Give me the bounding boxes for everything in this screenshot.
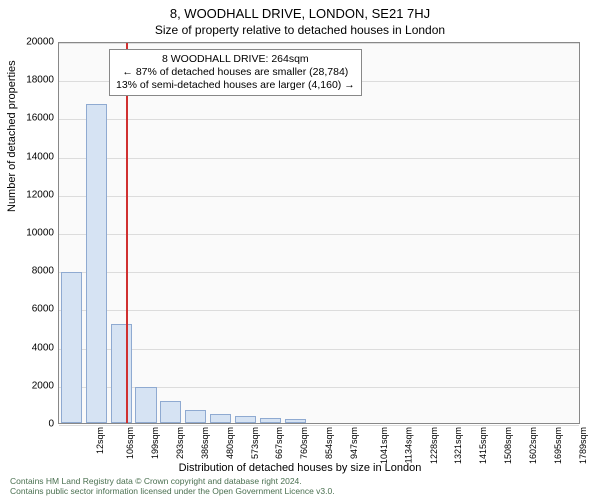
x-tick-label: 1415sqm: [478, 427, 488, 464]
gridline: [59, 425, 579, 426]
histogram-bar: [235, 416, 256, 423]
y-tick-label: 18000: [4, 75, 54, 86]
x-tick-label: 1602sqm: [528, 427, 538, 464]
histogram-bar: [135, 387, 156, 423]
x-tick-label: 1321sqm: [453, 427, 463, 464]
reference-line: [126, 43, 128, 423]
y-tick-label: 4000: [4, 342, 54, 353]
histogram-chart: 8, WOODHALL DRIVE, LONDON, SE21 7HJ Size…: [0, 0, 600, 500]
x-tick-label: 386sqm: [200, 427, 210, 459]
footer-line-2: Contains public sector information licen…: [10, 486, 335, 496]
annotation-line-1: 8 WOODHALL DRIVE: 264sqm: [116, 53, 355, 66]
y-tick-label: 16000: [4, 113, 54, 124]
x-axis-label: Distribution of detached houses by size …: [0, 462, 600, 474]
x-tick-label: 854sqm: [324, 427, 334, 459]
gridline: [59, 196, 579, 197]
x-tick-label: 12sqm: [95, 427, 105, 454]
histogram-bar: [111, 324, 132, 423]
chart-title: 8, WOODHALL DRIVE, LONDON, SE21 7HJ: [0, 0, 600, 21]
annotation-line-3: 13% of semi-detached houses are larger (…: [116, 79, 355, 92]
x-tick-label: 947sqm: [349, 427, 359, 459]
y-tick-label: 20000: [4, 37, 54, 48]
histogram-bar: [260, 418, 281, 423]
histogram-bar: [210, 414, 231, 423]
x-tick-label: 199sqm: [150, 427, 160, 459]
gridline: [59, 234, 579, 235]
footer-line-1: Contains HM Land Registry data © Crown c…: [10, 476, 335, 486]
chart-subtitle: Size of property relative to detached ho…: [0, 21, 600, 41]
gridline: [59, 119, 579, 120]
footer-attribution: Contains HM Land Registry data © Crown c…: [10, 476, 335, 496]
x-tick-label: 1508sqm: [503, 427, 513, 464]
histogram-bar: [185, 410, 206, 423]
histogram-bar: [160, 401, 181, 423]
histogram-bar: [285, 419, 306, 423]
x-tick-label: 1228sqm: [429, 427, 439, 464]
annotation-box: 8 WOODHALL DRIVE: 264sqm ← 87% of detach…: [109, 49, 362, 96]
y-tick-label: 14000: [4, 151, 54, 162]
x-tick-label: 573sqm: [250, 427, 260, 459]
y-tick-label: 12000: [4, 189, 54, 200]
histogram-bar: [61, 272, 82, 423]
gridline: [59, 158, 579, 159]
y-tick-label: 2000: [4, 380, 54, 391]
gridline: [59, 310, 579, 311]
gridline: [59, 272, 579, 273]
x-tick-label: 760sqm: [299, 427, 309, 459]
x-tick-label: 667sqm: [274, 427, 284, 459]
x-tick-label: 480sqm: [225, 427, 235, 459]
x-tick-label: 293sqm: [175, 427, 185, 459]
x-tick-label: 1134sqm: [403, 427, 413, 463]
histogram-bar: [86, 104, 107, 423]
x-tick-label: 1695sqm: [553, 427, 563, 464]
y-tick-label: 0: [4, 419, 54, 430]
x-tick-label: 1041sqm: [379, 427, 389, 464]
y-tick-label: 8000: [4, 266, 54, 277]
y-tick-label: 6000: [4, 304, 54, 315]
annotation-line-2: ← 87% of detached houses are smaller (28…: [116, 66, 355, 79]
x-tick-label: 1789sqm: [578, 427, 588, 464]
y-tick-label: 10000: [4, 228, 54, 239]
gridline: [59, 349, 579, 350]
gridline: [59, 43, 579, 44]
x-tick-label: 106sqm: [125, 427, 135, 459]
plot-area: 12sqm106sqm199sqm293sqm386sqm480sqm573sq…: [58, 42, 580, 424]
